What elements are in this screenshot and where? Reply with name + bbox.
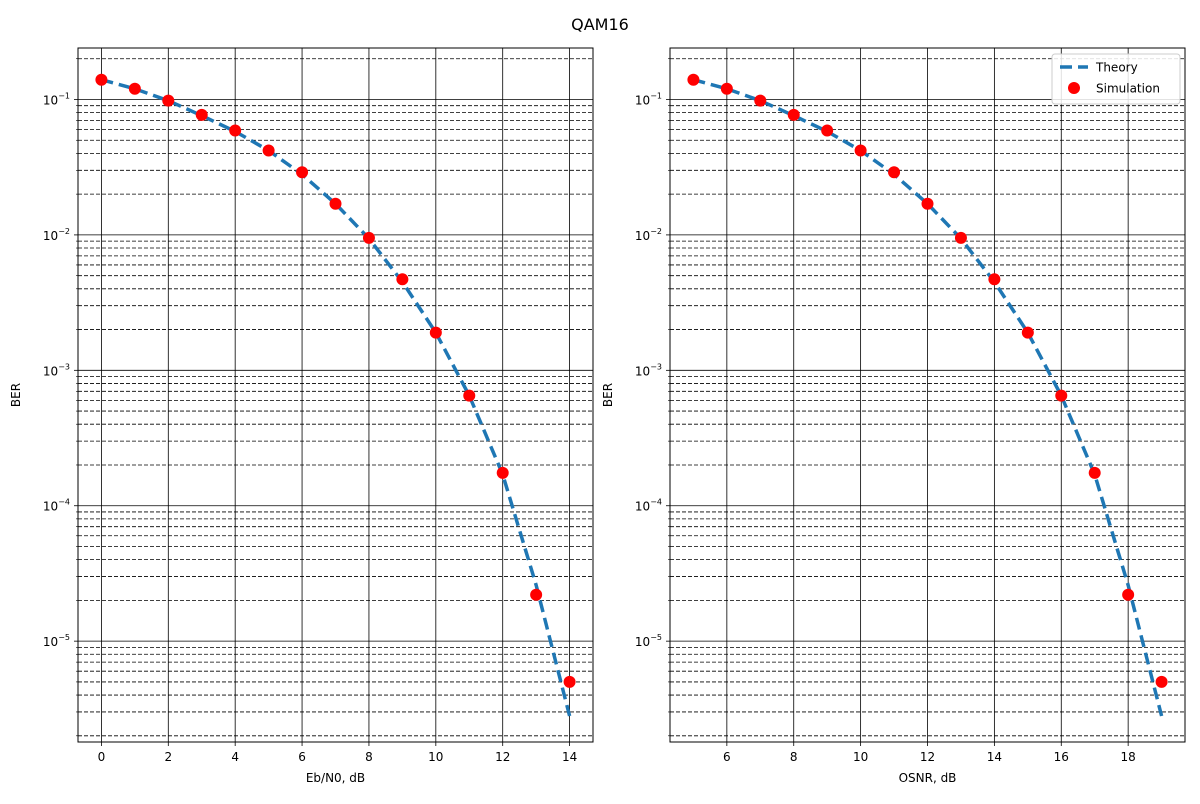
y-tick-exponent: −2 bbox=[58, 227, 70, 236]
y-tick-base: 10 bbox=[43, 500, 58, 514]
series-group bbox=[687, 73, 1168, 717]
y-axis-label: BER bbox=[9, 383, 23, 407]
x-tick-label: 8 bbox=[365, 750, 373, 764]
y-tick-exponent: −1 bbox=[58, 91, 70, 100]
x-axis-label: OSNR, dB bbox=[899, 771, 957, 785]
simulation-point bbox=[1088, 466, 1101, 479]
simulation-point bbox=[888, 166, 901, 179]
y-tick-base: 10 bbox=[43, 635, 58, 649]
theory-line bbox=[100, 78, 572, 717]
x-tick-label: 10 bbox=[428, 750, 443, 764]
simulation-point bbox=[1122, 588, 1135, 601]
y-tick-label: 10−3 bbox=[43, 362, 70, 378]
axes-frame bbox=[669, 47, 1186, 743]
y-tick-exponent: −3 bbox=[650, 362, 662, 371]
y-tick-base: 10 bbox=[635, 229, 650, 243]
x-tick-label: 10 bbox=[853, 750, 868, 764]
simulation-point bbox=[530, 588, 543, 601]
y-tick-label: 10−2 bbox=[43, 227, 70, 243]
x-tick-label: 14 bbox=[562, 750, 577, 764]
y-tick-label: 10−4 bbox=[635, 498, 662, 514]
legend-swatch-simulation bbox=[1068, 82, 1080, 94]
y-tick-label: 10−5 bbox=[43, 633, 70, 649]
y-tick-base: 10 bbox=[635, 364, 650, 378]
x-tick-label: 0 bbox=[98, 750, 106, 764]
y-tick-exponent: −1 bbox=[650, 91, 662, 100]
figure-title: QAM16 bbox=[571, 15, 629, 34]
y-tick-label: 10−3 bbox=[635, 362, 662, 378]
y-tick-label: 10−5 bbox=[635, 633, 662, 649]
simulation-point bbox=[128, 82, 141, 95]
simulation-point bbox=[296, 166, 309, 179]
simulation-point bbox=[262, 144, 275, 157]
x-tick-label: 12 bbox=[495, 750, 510, 764]
simulation-point bbox=[821, 124, 834, 137]
simulation-point bbox=[162, 94, 175, 107]
simulation-point bbox=[362, 231, 375, 244]
y-tick-exponent: −5 bbox=[650, 633, 662, 642]
y-tick-base: 10 bbox=[635, 93, 650, 107]
simulation-point bbox=[720, 82, 733, 95]
simulation-point bbox=[563, 675, 576, 688]
simulation-point bbox=[754, 94, 767, 107]
legend: Theory Simulation bbox=[1051, 53, 1181, 105]
simulation-point bbox=[921, 197, 934, 210]
legend-label: Simulation bbox=[1096, 82, 1160, 96]
simulation-point bbox=[687, 73, 700, 86]
x-tick-label: 18 bbox=[1121, 750, 1136, 764]
theory-line bbox=[692, 78, 1164, 717]
simulation-point bbox=[496, 466, 509, 479]
simulation-point bbox=[988, 273, 1001, 286]
simulation-point bbox=[954, 231, 967, 244]
y-tick-label: 10−2 bbox=[635, 227, 662, 243]
x-tick-label: 16 bbox=[1054, 750, 1069, 764]
simulation-point bbox=[854, 144, 867, 157]
simulation-point bbox=[787, 108, 800, 121]
y-tick-exponent: −5 bbox=[58, 633, 70, 642]
y-tick-base: 10 bbox=[43, 93, 58, 107]
simulation-point bbox=[329, 197, 342, 210]
x-tick-label: 2 bbox=[164, 750, 172, 764]
simulation-point bbox=[95, 73, 108, 86]
simulation-point bbox=[429, 326, 442, 339]
simulation-point bbox=[195, 108, 208, 121]
x-tick-label: 14 bbox=[987, 750, 1002, 764]
x-tick-label: 12 bbox=[920, 750, 935, 764]
y-tick-base: 10 bbox=[635, 635, 650, 649]
axes-frame bbox=[77, 47, 594, 743]
x-axis-label: Eb/N0, dB bbox=[306, 771, 365, 785]
y-tick-exponent: −2 bbox=[650, 227, 662, 236]
x-tick-label: 6 bbox=[298, 750, 306, 764]
simulation-point bbox=[1021, 326, 1034, 339]
y-tick-exponent: −3 bbox=[58, 362, 70, 371]
simulation-point bbox=[1155, 675, 1168, 688]
y-tick-label: 10−1 bbox=[43, 91, 70, 107]
y-tick-base: 10 bbox=[635, 500, 650, 514]
x-tick-label: 4 bbox=[231, 750, 239, 764]
y-tick-base: 10 bbox=[43, 229, 58, 243]
x-tick-label: 8 bbox=[790, 750, 798, 764]
y-tick-exponent: −4 bbox=[650, 498, 662, 507]
simulation-point bbox=[229, 124, 242, 137]
simulation-point bbox=[396, 273, 409, 286]
y-tick-base: 10 bbox=[43, 364, 58, 378]
y-tick-label: 10−4 bbox=[43, 498, 70, 514]
series-group bbox=[95, 73, 576, 717]
y-tick-label: 10−1 bbox=[635, 91, 662, 107]
grid bbox=[78, 48, 593, 742]
legend-label: Theory bbox=[1095, 61, 1138, 75]
y-axis-label: BER bbox=[601, 383, 615, 407]
y-tick-exponent: −4 bbox=[58, 498, 70, 507]
simulation-point bbox=[463, 389, 476, 402]
x-tick-label: 6 bbox=[723, 750, 731, 764]
grid bbox=[670, 48, 1185, 742]
simulation-point bbox=[1055, 389, 1068, 402]
